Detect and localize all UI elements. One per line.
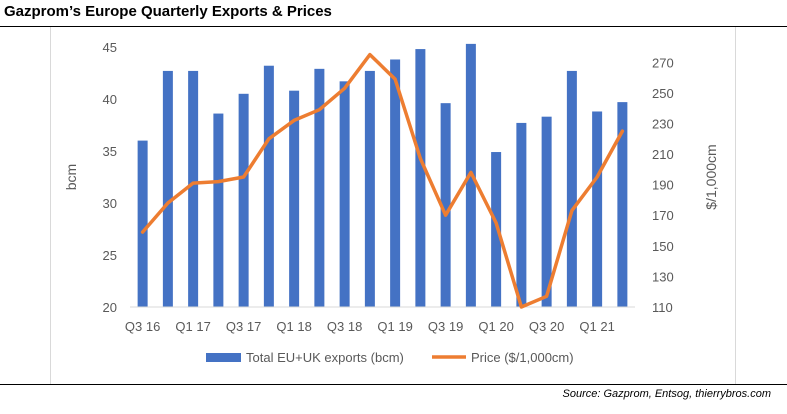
x-tick-label: Q1 18	[276, 319, 311, 334]
right-tick-label: 190	[652, 178, 674, 193]
bar-11	[390, 59, 401, 308]
x-tick-label: Q3 19	[428, 319, 463, 334]
left-axis-title: bcm	[63, 164, 79, 190]
bar-16	[516, 122, 527, 307]
legend-line-label: Price ($/1,000cm)	[471, 350, 574, 365]
x-tick-label: Q1 21	[579, 319, 614, 334]
chart-title: Gazprom’s Europe Quarterly Exports & Pri…	[4, 3, 332, 20]
right-tick-label: 130	[652, 269, 674, 284]
bar-5	[238, 93, 249, 307]
x-tick-label: Q3 17	[226, 319, 261, 334]
bar-6	[263, 65, 274, 307]
bar-series	[137, 43, 628, 308]
bar-1	[137, 140, 148, 307]
right-tick-label: 110	[652, 300, 673, 315]
left-tick-label: 25	[103, 248, 117, 263]
bar-19	[592, 111, 603, 307]
bar-10	[364, 70, 375, 307]
bar-4	[213, 113, 224, 307]
left-tick-label: 30	[103, 196, 117, 211]
bar-3	[188, 70, 199, 307]
left-tick-label: 40	[103, 92, 117, 107]
right-tick-label: 170	[652, 208, 674, 223]
right-tick-label: 270	[652, 55, 674, 70]
bar-8	[314, 68, 325, 307]
right-tick-label: 250	[652, 86, 674, 101]
left-tick-label: 35	[103, 144, 117, 159]
legend-bar-swatch	[206, 353, 241, 362]
source-note: Source: Gazprom, Entsog, thierrybros.com	[562, 388, 771, 400]
left-axis-ticks: 20 25 30 35 40 45	[103, 40, 117, 315]
bar-18	[566, 70, 577, 307]
right-axis-title: $/1,000cm	[703, 144, 719, 209]
bar-15	[491, 152, 502, 307]
x-tick-label: Q1 19	[377, 319, 412, 334]
bottom-rule	[0, 384, 787, 385]
legend: Total EU+UK exports (bcm) Price ($/1,000…	[206, 350, 574, 365]
right-tick-label: 150	[652, 239, 674, 254]
bar-12	[415, 49, 426, 307]
bar-2	[162, 70, 173, 307]
right-axis-ticks: 110 130 150 170 190 210 230 250 270	[652, 55, 674, 315]
x-axis-ticks: Q3 16 Q1 17 Q3 17 Q1 18 Q3 18 Q1 19 Q3 19 Q1 20…	[125, 319, 615, 334]
left-tick-label: 45	[103, 40, 117, 55]
left-tick-label: 20	[103, 300, 117, 315]
price-line	[140, 52, 625, 309]
x-tick-label: Q3 16	[125, 319, 160, 334]
right-tick-label: 210	[652, 147, 674, 162]
x-tick-label: Q3 18	[327, 319, 362, 334]
bar-13	[440, 103, 451, 307]
bar-17	[541, 116, 552, 308]
x-tick-label: Q3 20	[529, 319, 564, 334]
chart-area-frame	[50, 27, 736, 384]
bar-20	[617, 102, 628, 308]
bar-7	[289, 90, 300, 308]
right-tick-label: 230	[652, 116, 674, 131]
top-rule	[0, 26, 787, 27]
bar-9	[339, 81, 350, 307]
x-tick-label: Q1 17	[175, 319, 210, 334]
x-tick-label: Q1 20	[478, 319, 513, 334]
legend-bar-label: Total EU+UK exports (bcm)	[246, 350, 404, 365]
